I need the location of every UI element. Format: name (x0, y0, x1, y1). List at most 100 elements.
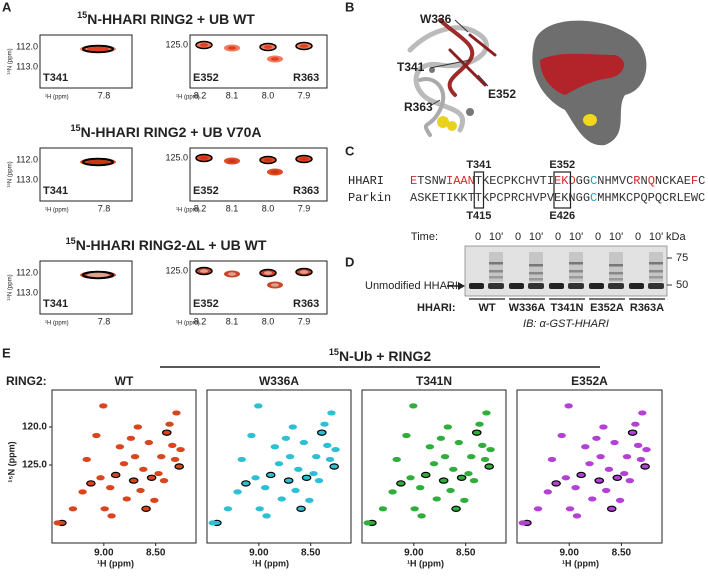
x-tick-label: 8.0 (262, 90, 275, 100)
y-axis-label: ¹⁵N (ppm) (7, 274, 14, 300)
band (529, 264, 543, 267)
nmr-peak (438, 477, 449, 484)
band (649, 276, 663, 279)
band (549, 283, 564, 289)
x-tick-label: 8.0 (262, 316, 275, 326)
nmr-peak (615, 497, 625, 503)
nmr-peak (432, 496, 441, 502)
nmr-plot-frame (361, 389, 507, 544)
nmr-peak (406, 475, 415, 481)
x-axis-label: ¹H (ppm) (562, 558, 599, 568)
nmr-peak (100, 506, 109, 512)
residue-label: T341 (43, 72, 68, 84)
nmr-peak (264, 271, 272, 275)
nmr-peak (300, 157, 308, 161)
nmr-peak (128, 477, 139, 484)
row-title: 15N-HHARI RING2 + UB WT (77, 10, 255, 26)
nmr-peak (87, 159, 109, 165)
nmr-peak (139, 466, 148, 472)
residue-label: W336 (420, 12, 452, 26)
nmr-peak (642, 446, 651, 453)
nmr-peak (467, 454, 476, 460)
nmr-peak (144, 439, 154, 446)
nmr-peak (281, 435, 291, 441)
panel-label: A (2, 0, 12, 14)
nmr-peak (115, 444, 125, 450)
nmr-peak (241, 480, 251, 487)
band (469, 283, 484, 289)
nmr-peak (261, 485, 270, 491)
sequence: ASKETIKKTTKPCPRCHVPVEKNGGCMHMKCPQPQCRLEW… (410, 191, 705, 205)
nmr-peak (592, 435, 601, 441)
residue-segment: R (633, 174, 640, 188)
x-tick-label: 7.8 (98, 203, 111, 213)
panel-label: D (345, 254, 354, 269)
band (569, 276, 583, 279)
band (649, 262, 663, 265)
residue-label: T341 (397, 60, 425, 74)
nmr-peak (471, 429, 482, 436)
x-tick-label: 7.8 (98, 90, 111, 100)
residue-label: E426 (549, 210, 575, 222)
nmr-peak (631, 421, 640, 427)
time-value: 10' (529, 231, 543, 243)
x-tick-label: 8.50 (301, 548, 321, 559)
nmr-peak (547, 456, 557, 463)
nmr-peak (68, 506, 78, 512)
sequence-name: Parkin (348, 191, 391, 205)
nmr-peak (92, 432, 101, 439)
nmr-peak (110, 471, 121, 479)
nmr-peak (331, 446, 340, 453)
nmr-peak (200, 156, 208, 160)
nmr-peak (255, 506, 264, 512)
nmr-peak (436, 435, 446, 441)
y-tick-label: 125.0 (165, 39, 188, 49)
row-label: RING2: (6, 374, 47, 388)
residue-label: R363 (293, 298, 319, 310)
nmr-plot-frame (516, 389, 663, 544)
smear (529, 252, 543, 282)
x-tick-label: 9.00 (249, 548, 269, 559)
time-value: 10' (609, 231, 623, 243)
nmr-peak (606, 505, 617, 512)
lane-label: WT (478, 302, 495, 314)
nmr-peak (388, 489, 397, 495)
marker-label: 75 (676, 252, 688, 264)
y-tick-label: 112.0 (16, 41, 38, 51)
nmr-peak (327, 410, 336, 416)
residue-segment: TSNW (417, 174, 447, 188)
unit-label: kDa (666, 231, 686, 243)
alignment-box (553, 171, 572, 209)
row-title: 15N-HHARI RING2-ΔL + UB WT (66, 236, 267, 252)
nmr-peak (610, 439, 619, 446)
x-tick-label: 8.2 (194, 316, 207, 326)
nmr-peak (130, 454, 140, 460)
lane-label: T341N (550, 302, 583, 314)
smear (569, 252, 583, 282)
nmr-peak (325, 456, 335, 463)
nmr-peak (271, 170, 279, 174)
band (569, 262, 583, 265)
nmr-peak (329, 463, 339, 470)
nmr-peak (170, 456, 180, 463)
nmr-peak (475, 421, 484, 427)
band (608, 283, 624, 289)
residue-label: R363 (293, 72, 319, 84)
nmr-peak (223, 506, 233, 512)
nmr-peak (228, 46, 236, 50)
nmr-peak (264, 45, 272, 49)
nmr-peak (96, 475, 105, 481)
nmr-peak (133, 424, 142, 430)
nmr-peak (596, 454, 605, 460)
residue-segment: F (691, 174, 698, 188)
nmr-peak (122, 496, 131, 502)
lane-label: E352A (590, 302, 624, 314)
nmr-peak (271, 283, 279, 287)
nmr-peak (316, 429, 327, 436)
nmr-peak (440, 454, 450, 460)
x-tick-label: 8.50 (456, 548, 476, 559)
residue-label: E352 (193, 298, 219, 310)
nmr-peak (320, 421, 329, 427)
band (568, 283, 584, 289)
